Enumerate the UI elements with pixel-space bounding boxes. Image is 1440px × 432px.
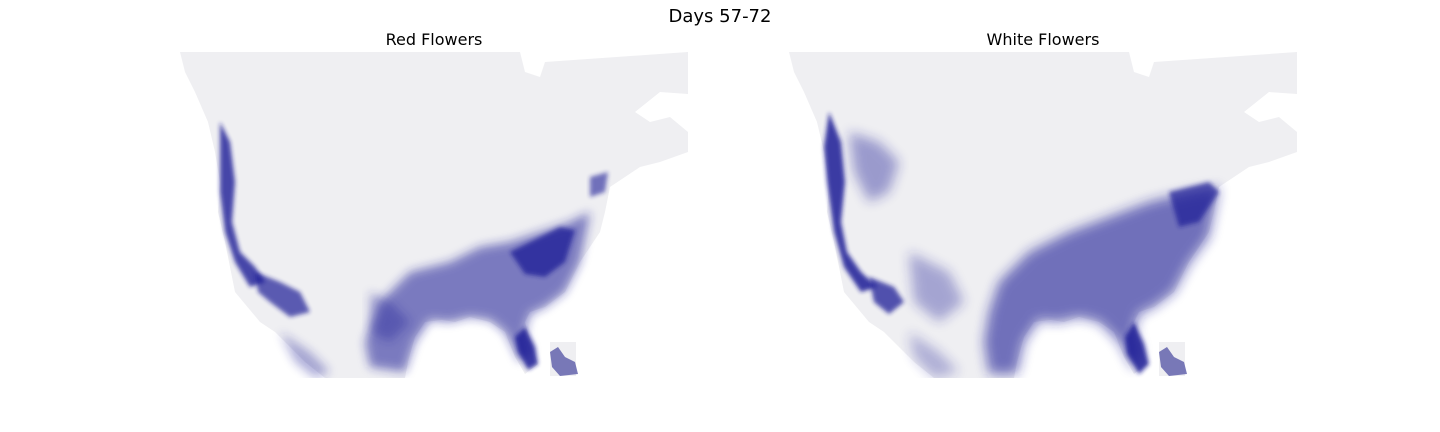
land-mass <box>789 52 1297 378</box>
map-red-flowers <box>180 52 688 378</box>
panel-title-white-flowers: White Flowers <box>986 30 1100 49</box>
white-flower-intensity <box>824 112 1219 378</box>
figure-title: Days 57-72 <box>668 6 772 27</box>
land-mass <box>180 52 688 378</box>
caribbean-islands <box>550 347 578 376</box>
red-flower-intensity <box>220 122 608 378</box>
panel-title-red-flowers: Red Flowers <box>385 30 483 49</box>
map-white-flowers <box>789 52 1297 378</box>
caribbean-islands <box>1159 347 1187 376</box>
